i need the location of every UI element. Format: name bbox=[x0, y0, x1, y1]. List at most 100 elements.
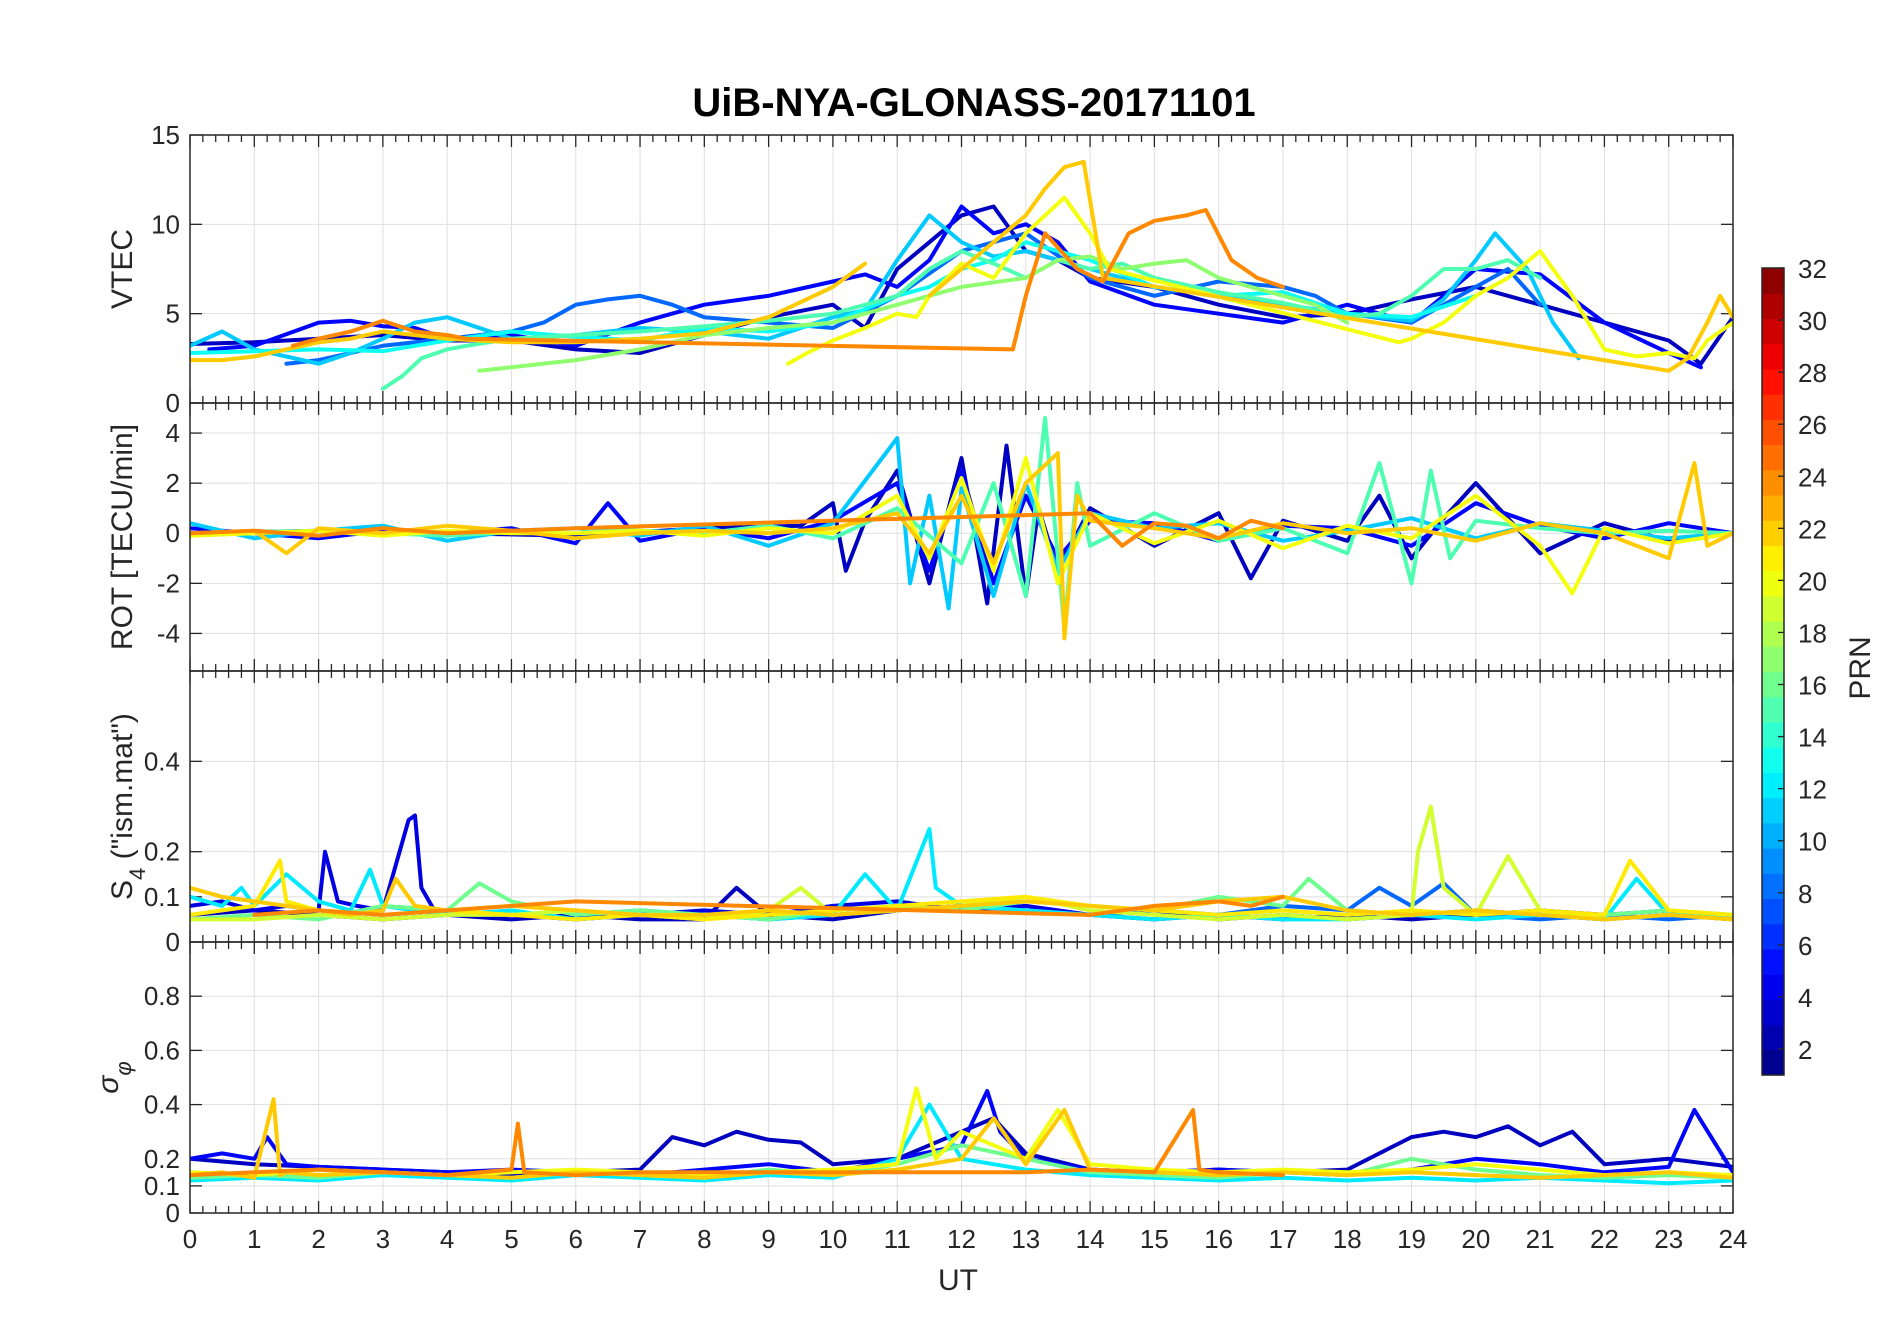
panel-rot: -4 -2 0 2 4 ROT [TECU/min] bbox=[106, 402, 1734, 672]
traces-rot bbox=[190, 416, 1733, 641]
x-tick-label: 20 bbox=[1461, 1224, 1490, 1254]
x-tick-label: 3 bbox=[376, 1224, 390, 1254]
series-line-prn-3 bbox=[190, 1116, 1733, 1178]
y-tick-label: 0 bbox=[166, 1198, 180, 1228]
x-tick-label: 19 bbox=[1397, 1224, 1426, 1254]
colorbar-tick-label: 2 bbox=[1798, 1035, 1812, 1065]
y-tick-label: 0.8 bbox=[144, 981, 180, 1011]
y-tick-label: 0 bbox=[166, 927, 180, 957]
x-tick-label: 7 bbox=[633, 1224, 647, 1254]
traces-vtec bbox=[190, 159, 1733, 391]
x-tick-label: 23 bbox=[1654, 1224, 1683, 1254]
colorbar-segment bbox=[1762, 974, 1784, 1000]
colorbar-segment bbox=[1762, 545, 1784, 572]
colorbar-segment bbox=[1762, 621, 1784, 647]
colorbar-tick-label: 22 bbox=[1798, 514, 1827, 544]
colorbar-segment bbox=[1762, 1024, 1784, 1051]
colorbar-tick-label: 8 bbox=[1798, 879, 1812, 909]
colorbar-tick-label: 4 bbox=[1798, 983, 1812, 1013]
y-tick-label: 2 bbox=[166, 468, 180, 498]
y-tick-label: -2 bbox=[157, 568, 180, 598]
y-tick-label: -4 bbox=[157, 618, 180, 648]
colorbar-frame bbox=[1761, 267, 1785, 1076]
colorbar-segment bbox=[1762, 494, 1784, 521]
colorbar-segment bbox=[1762, 797, 1784, 824]
panel-vtec: 0 5 10 15 VTEC bbox=[106, 120, 1734, 418]
x-tick-label: 22 bbox=[1590, 1224, 1619, 1254]
colorbar-segment bbox=[1762, 848, 1784, 874]
series-line-prn-17 bbox=[477, 254, 1350, 373]
y-tick-label: 10 bbox=[151, 209, 180, 239]
colorbar-segment bbox=[1762, 721, 1784, 748]
series-line-prn-22 bbox=[190, 451, 1733, 641]
colorbar-tick-label: 6 bbox=[1798, 931, 1812, 961]
colorbar-segment bbox=[1762, 394, 1784, 420]
colorbar-segment bbox=[1762, 268, 1784, 294]
y-tick-label: 5 bbox=[166, 299, 180, 329]
colorbar-segment bbox=[1762, 772, 1784, 799]
x-tick-label: 11 bbox=[884, 1224, 911, 1254]
x-tick-label: 4 bbox=[440, 1224, 454, 1254]
series-line-prn-24 bbox=[190, 1108, 1285, 1178]
x-axis: 0 1 2 3 4 5 6 7 8 9 10 11 12 13 14 15 16 17 18 19 20 21 22 23 24 bbox=[183, 1224, 1748, 1254]
series-line-prn-24 bbox=[252, 894, 1285, 917]
x-tick-label: 13 bbox=[1011, 1224, 1040, 1254]
colorbar-segment bbox=[1762, 595, 1784, 622]
colorbar-tick-label: 18 bbox=[1798, 618, 1827, 648]
colorbar-tick-label: 16 bbox=[1798, 671, 1827, 701]
chart-title: UiB-NYA-GLONASS-20171101 bbox=[692, 81, 1255, 125]
y-tick-label: 0.4 bbox=[144, 1090, 180, 1120]
colorbar-segment bbox=[1762, 898, 1784, 925]
colorbar-tick-label: 32 bbox=[1798, 254, 1827, 284]
colorbar-segment bbox=[1762, 671, 1784, 698]
x-tick-label: 8 bbox=[697, 1224, 711, 1254]
x-tick-label: 6 bbox=[569, 1224, 583, 1254]
colorbar-segment bbox=[1762, 747, 1784, 773]
series-line-prn-12 bbox=[190, 827, 1733, 922]
colorbar-segment bbox=[1762, 469, 1784, 496]
x-tick-label: 15 bbox=[1140, 1224, 1169, 1254]
x-tick-label: 12 bbox=[947, 1224, 976, 1254]
colorbar-segment bbox=[1762, 318, 1784, 345]
x-tick-label: 10 bbox=[818, 1224, 847, 1254]
colorbar-segment bbox=[1762, 570, 1784, 597]
x-tick-label: 2 bbox=[311, 1224, 325, 1254]
colorbar-segment bbox=[1762, 696, 1784, 723]
y-tick-label: 0.2 bbox=[144, 1144, 180, 1174]
colorbar-tick-label: 28 bbox=[1798, 358, 1827, 388]
colorbar-segment bbox=[1762, 520, 1784, 547]
x-tick-label: 14 bbox=[1076, 1224, 1105, 1254]
x-tick-label: 5 bbox=[504, 1224, 518, 1254]
y-axis-label-s4: S4 ("ism.mat") bbox=[106, 713, 150, 900]
colorbar-segment bbox=[1762, 646, 1784, 673]
traces-sigma bbox=[190, 1086, 1733, 1186]
y-axis-label-rot: ROT [TECU/min] bbox=[106, 424, 139, 650]
colorbar-tick-label: 12 bbox=[1798, 775, 1827, 805]
colorbar-segment bbox=[1762, 444, 1784, 471]
colorbar-segment bbox=[1762, 1049, 1784, 1076]
y-tick-label: 0 bbox=[166, 388, 180, 418]
colorbar-segment bbox=[1762, 293, 1784, 320]
colorbar-segment bbox=[1762, 822, 1784, 849]
x-tick-label: 17 bbox=[1268, 1224, 1297, 1254]
series-line-prn-12 bbox=[190, 1102, 1733, 1186]
colorbar-segment bbox=[1762, 999, 1784, 1026]
series-line-prn-24 bbox=[190, 511, 1285, 548]
panel-sigma: 00.10.2 0.4 0.6 0.8 σφ bbox=[92, 941, 1734, 1228]
x-tick-label: 9 bbox=[761, 1224, 775, 1254]
colorbar-label: PRN bbox=[1844, 636, 1877, 699]
x-tick-label: 1 bbox=[247, 1224, 261, 1254]
colorbar-tick-label: 24 bbox=[1798, 462, 1827, 492]
colorbar-tick-label: 26 bbox=[1798, 410, 1827, 440]
y-tick-label: 15 bbox=[151, 120, 180, 150]
colorbar-segment bbox=[1762, 343, 1784, 370]
traces-s4 bbox=[190, 804, 1733, 922]
y-tick-label: 0 bbox=[166, 518, 180, 548]
y-tick-label: 4 bbox=[166, 418, 180, 448]
y-tick-label: 0.4 bbox=[144, 746, 180, 776]
series-line-prn-22 bbox=[927, 159, 1733, 373]
colorbar-segment bbox=[1762, 923, 1784, 950]
x-axis-label: UT bbox=[938, 1264, 978, 1297]
y-tick-label: 0.1 bbox=[144, 1171, 180, 1201]
